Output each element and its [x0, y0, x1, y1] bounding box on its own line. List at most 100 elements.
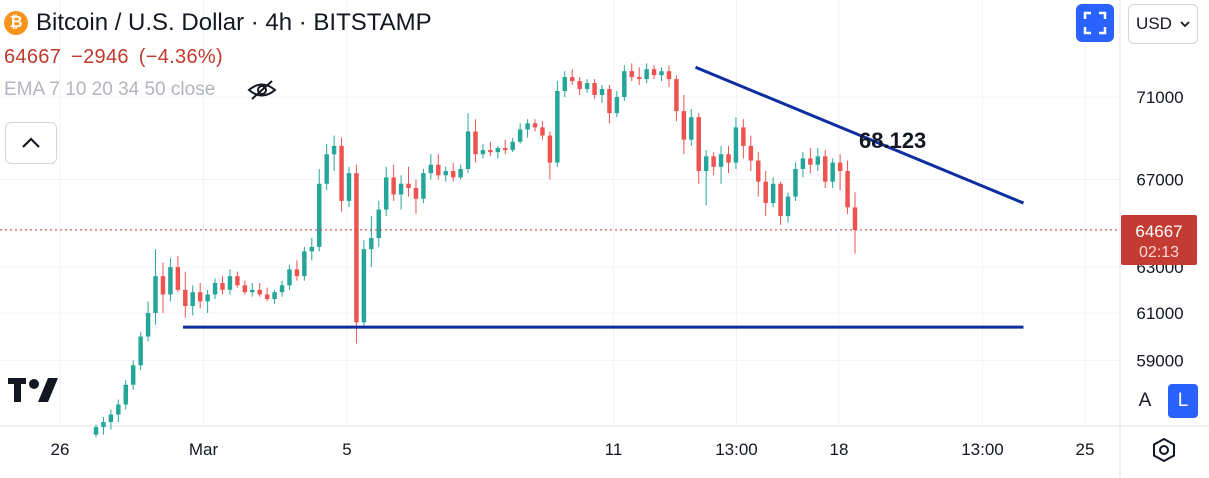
- candle-body: [317, 183, 322, 247]
- time-tick-label: 11: [605, 440, 623, 459]
- candle-body: [391, 177, 396, 195]
- resistance-trendline[interactable]: [694, 65, 1025, 205]
- symbol-title[interactable]: Bitcoin / U.S. Dollar · 4h · BITSTAMP: [36, 9, 432, 36]
- currency-value: USD: [1136, 14, 1172, 33]
- settings-button[interactable]: [1150, 436, 1178, 464]
- trendline-annotation[interactable]: 68.123: [859, 128, 926, 153]
- candle-body: [160, 276, 166, 295]
- candle-body: [324, 154, 329, 184]
- candle-body: [123, 384, 128, 405]
- price-tick-label: 59000: [1136, 351, 1183, 370]
- candle-body: [369, 238, 374, 250]
- candle-body: [220, 282, 225, 290]
- candle-body: [659, 71, 664, 76]
- candle-body: [93, 427, 99, 435]
- indicator-label: EMA 7 10 20 34 50 close: [4, 79, 216, 100]
- candle-body: [488, 150, 493, 153]
- candle-body: [257, 289, 262, 295]
- candle-body: [450, 171, 456, 178]
- bitcoin-icon: ₿: [4, 11, 28, 35]
- candle-body: [168, 267, 173, 295]
- candle-body: [294, 269, 300, 277]
- candle-body: [428, 164, 434, 174]
- candle-body: [443, 171, 448, 176]
- candle-body: [503, 148, 508, 151]
- candle-body: [458, 168, 463, 178]
- candle-body: [756, 160, 761, 182]
- time-tick-label: 18: [830, 440, 849, 459]
- time-axis: 26 Mar 5 11 13:00 18 13:00 25: [51, 440, 1095, 459]
- eye-hidden-icon[interactable]: [247, 79, 277, 101]
- indicator-legend[interactable]: EMA 7 10 20 34 50 close: [4, 79, 432, 101]
- candle-body: [726, 154, 731, 163]
- chart-grid: [0, 0, 1120, 426]
- candle-body: [510, 141, 515, 151]
- candle-body: [607, 89, 612, 114]
- time-tick-label: 13:00: [715, 440, 758, 459]
- candle-body: [570, 77, 575, 82]
- candle-body: [212, 282, 218, 295]
- candle-body: [852, 207, 858, 230]
- candle-body: [748, 145, 754, 161]
- last-price-value: 64667: [1135, 222, 1182, 241]
- auto-scale-button[interactable]: A: [1130, 384, 1160, 418]
- log-scale-button[interactable]: L: [1168, 384, 1198, 418]
- candle-body: [153, 276, 158, 313]
- price-change-percent: (−4.36%): [138, 46, 223, 68]
- last-price-label: 64667 02:13: [1121, 215, 1197, 265]
- candle-body: [525, 123, 530, 130]
- collapse-legend-button[interactable]: [5, 122, 57, 164]
- candle-body: [264, 294, 270, 300]
- candle-body: [666, 71, 672, 80]
- candle-body: [532, 123, 538, 128]
- candle-body: [614, 97, 620, 114]
- candle-body: [354, 173, 359, 323]
- candle-body: [562, 77, 568, 92]
- candle-body: [250, 289, 255, 293]
- time-tick-label: 13:00: [961, 440, 1004, 459]
- candle-body: [101, 422, 106, 428]
- candle-body: [376, 209, 381, 239]
- candle-body: [130, 365, 136, 385]
- candle-body: [309, 246, 315, 252]
- candle-body: [733, 127, 739, 163]
- currency-select[interactable]: USD: [1128, 4, 1198, 44]
- candle-body: [823, 156, 828, 182]
- candle-body: [205, 294, 210, 302]
- fullscreen-button[interactable]: [1076, 4, 1114, 42]
- candle-body: [383, 177, 389, 210]
- candle-body: [689, 117, 694, 140]
- price-change: −2946: [71, 46, 129, 68]
- candle-body: [398, 183, 404, 195]
- candle-body: [436, 164, 441, 176]
- log-scale-label: L: [1177, 390, 1189, 411]
- candle-body: [718, 154, 724, 167]
- chevron-up-icon: [22, 137, 40, 148]
- bar-countdown: 02:13: [1139, 244, 1179, 261]
- candle-body: [778, 183, 783, 217]
- candle-body: [830, 162, 835, 182]
- candle-body: [279, 285, 285, 293]
- candle-body: [808, 158, 813, 165]
- candle-body: [227, 276, 233, 290]
- candle-body: [674, 79, 679, 112]
- tradingview-logo[interactable]: [8, 376, 60, 409]
- candle-body: [331, 145, 337, 155]
- candle-body: [636, 77, 642, 80]
- price-summary: 64667 −2946 (−4.36%): [4, 46, 432, 69]
- candle-body: [793, 168, 798, 197]
- chevron-down-icon: [1180, 21, 1190, 28]
- candle-body: [302, 251, 307, 277]
- candle-body: [711, 156, 716, 167]
- time-tick-label: 25: [1076, 440, 1095, 459]
- last-price: 64667: [4, 46, 62, 68]
- candle-body: [242, 285, 248, 293]
- candle-body: [287, 269, 292, 286]
- candle-body: [845, 171, 850, 208]
- candle-body: [815, 156, 821, 165]
- settings-hexagon-icon: [1153, 437, 1175, 463]
- candle-body: [517, 129, 523, 142]
- candle-body: [681, 111, 687, 140]
